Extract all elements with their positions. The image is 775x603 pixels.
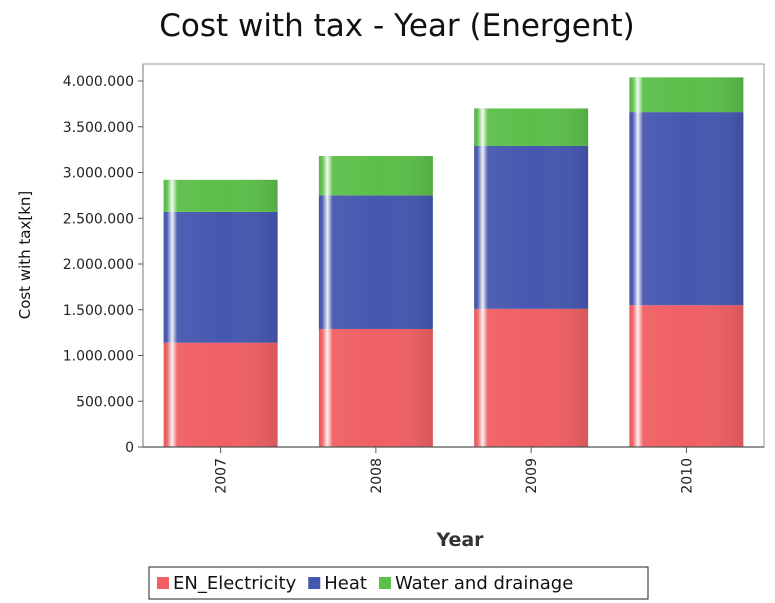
x-tick-label: 2008 <box>369 458 385 494</box>
legend-swatch <box>157 577 169 589</box>
x-tick-label: 2009 <box>524 458 540 494</box>
y-tick-label: 4.000.000 <box>63 74 134 90</box>
legend-label: Water and drainage <box>395 573 573 594</box>
x-axis-label: Year <box>435 529 484 551</box>
x-tick-label: 2007 <box>214 458 230 494</box>
y-tick-label: 3.500.000 <box>63 120 134 136</box>
y-tick-label: 3.000.000 <box>63 166 134 182</box>
chart-title: Cost with tax - Year (Energent) <box>159 8 635 44</box>
y-axis: 0 500.000 1.000.000 1.500.000 2.000.000 2.500… <box>63 64 144 456</box>
legend-swatch <box>308 577 321 589</box>
bar-group <box>163 77 744 447</box>
x-axis: 2007 2008 2009 2010 <box>143 446 764 494</box>
y-tick-label: 1.000.000 <box>63 349 134 365</box>
legend-label: EN_Electricity <box>173 573 297 594</box>
bar-highlight <box>318 156 433 447</box>
y-tick-label: 2.000.000 <box>63 257 134 273</box>
x-tick-label: 2010 <box>679 458 695 494</box>
bar-highlight <box>629 77 744 447</box>
legend: EN_Electricity Heat Water and drainage <box>148 566 649 600</box>
bar-highlight <box>163 179 278 447</box>
y-tick-label: 0 <box>125 440 134 456</box>
legend-label: Heat <box>324 573 367 594</box>
y-axis-label: Cost with tax[kn] <box>16 191 34 320</box>
y-tick-label: 2.500.000 <box>63 211 134 227</box>
legend-box <box>148 566 649 600</box>
y-tick-label: 1.500.000 <box>63 303 134 319</box>
legend-swatch <box>378 577 391 589</box>
bar-highlight <box>474 108 589 447</box>
y-tick-label: 500.000 <box>76 394 134 410</box>
